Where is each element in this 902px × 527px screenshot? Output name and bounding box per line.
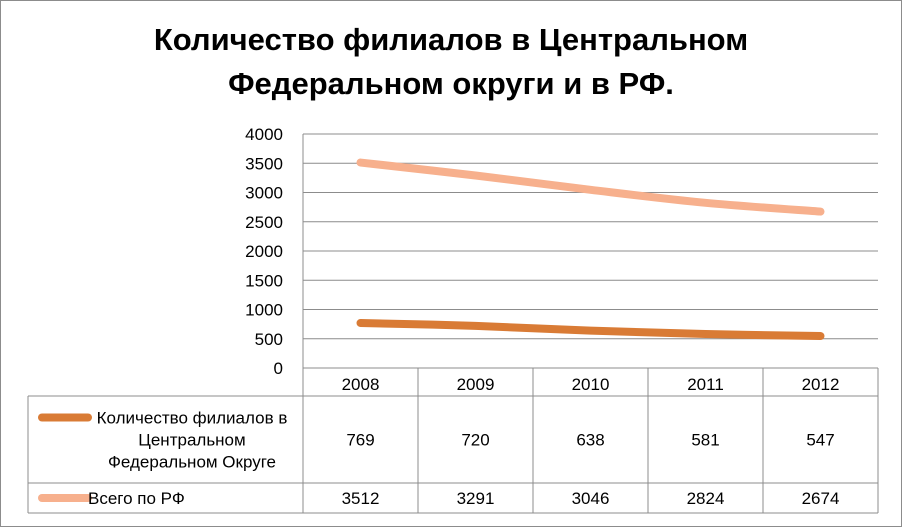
data-point <box>475 325 476 327</box>
chart-title: Количество филиалов в Центральном Федера… <box>0 18 902 106</box>
data-point <box>360 322 361 324</box>
data-table-value: 2674 <box>802 489 840 508</box>
data-point <box>590 189 591 191</box>
data-point <box>705 202 706 204</box>
y-tick-label: 2000 <box>245 242 283 261</box>
series-name: Федеральном Округе <box>108 453 276 472</box>
series-name: Всего по РФ <box>88 489 185 508</box>
data-point <box>705 333 706 335</box>
series-line <box>356 158 825 216</box>
series-lines <box>356 158 825 340</box>
chart-title-line-2: Федеральном округи и в РФ. <box>228 66 674 101</box>
data-table-value: 769 <box>346 431 374 450</box>
series-name: Центральном <box>138 431 245 450</box>
data-table-value: 720 <box>461 431 489 450</box>
data-table-value: 3291 <box>457 489 495 508</box>
y-tick-label: 2500 <box>245 213 283 232</box>
y-tick-label: 3000 <box>245 184 283 203</box>
x-category-label: 2011 <box>687 375 724 394</box>
data-point <box>820 335 821 337</box>
data-point <box>475 174 476 176</box>
y-tick-label: 500 <box>255 330 283 349</box>
x-category-label: 2008 <box>342 375 380 394</box>
series-name: Количество филиалов в <box>97 409 288 428</box>
series-line <box>356 319 825 340</box>
axis-labels: 0 500 1000 1500 2000 2500 3000 3500 4000 2008 2009… <box>245 125 839 394</box>
data-table: Количество филиалов в Центральном Федераль… <box>27 368 879 514</box>
data-table-value: 2824 <box>687 489 725 508</box>
y-tick-label: 1500 <box>245 271 283 290</box>
x-category-label: 2012 <box>802 375 840 394</box>
data-table-value: 547 <box>806 431 834 450</box>
data-table-value: 3046 <box>572 489 610 508</box>
data-point <box>590 330 591 332</box>
data-table-value: 3512 <box>342 489 380 508</box>
y-tick-label: 3500 <box>245 154 283 173</box>
chart-title-line-1: Количество филиалов в Центральном <box>153 22 749 57</box>
y-tick-label: 1000 <box>245 301 283 320</box>
x-category-label: 2010 <box>572 375 610 394</box>
data-point <box>820 211 821 213</box>
y-tick-label: 0 <box>274 359 283 378</box>
x-category-label: 2009 <box>457 375 495 394</box>
data-point <box>360 162 361 164</box>
data-table-value: 638 <box>576 431 604 450</box>
y-tick-label: 4000 <box>245 125 283 144</box>
data-table-value: 581 <box>691 431 719 450</box>
